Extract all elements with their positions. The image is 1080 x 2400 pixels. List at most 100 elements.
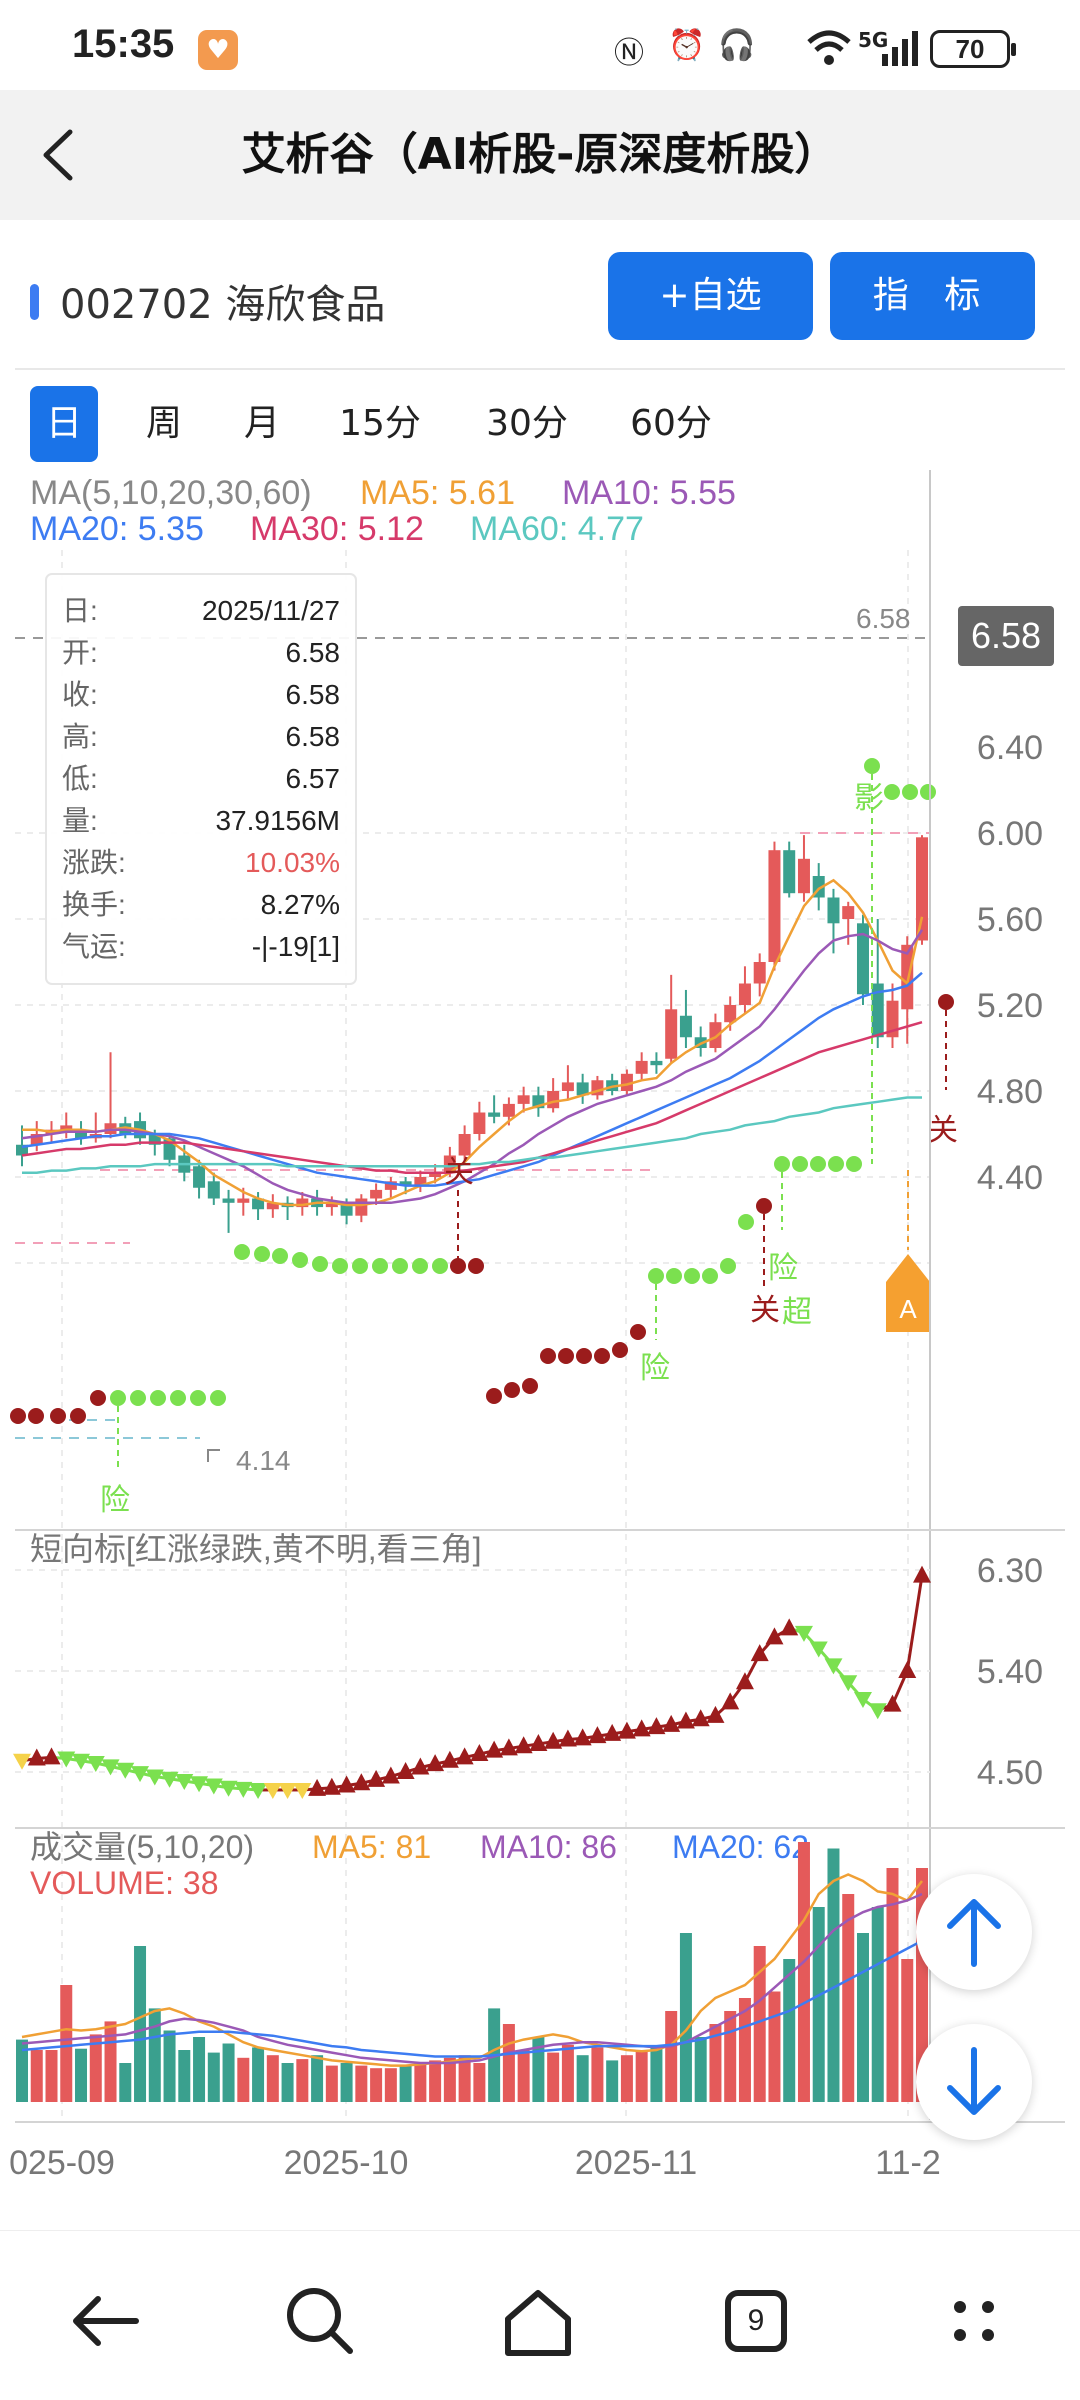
ma60-legend: MA60: 4.77 <box>470 510 644 548</box>
tab-15min[interactable]: 15分 <box>339 403 421 444</box>
volume-bar <box>856 1933 869 2102</box>
candle-body <box>237 1198 250 1203</box>
short-triangle <box>27 1748 46 1766</box>
tooltip-label: 低: <box>62 763 98 794</box>
candle-body <box>370 1189 383 1199</box>
nav-home-button[interactable] <box>488 2271 588 2371</box>
short-triangle <box>322 1777 341 1795</box>
guan-label-2: 关 <box>750 1294 780 1327</box>
short-triangle <box>145 1769 164 1786</box>
ma30-legend: MA30: 5.12 <box>250 510 424 548</box>
stock-chart[interactable]: MA(5,10,20,30,60) MA5: 5.61 MA10: 5.55 M… <box>0 470 1080 2190</box>
volume-bar <box>178 2050 191 2102</box>
add-watchlist-button[interactable]: +自选 <box>608 252 813 340</box>
volume-bar <box>45 2050 58 2102</box>
indicator-button[interactable]: 指 标 <box>830 252 1035 340</box>
candle-body <box>650 1060 663 1066</box>
candle-body <box>399 1181 412 1186</box>
scroll-up-button[interactable] <box>916 1874 1032 1990</box>
tooltip-label: 收: <box>62 679 98 710</box>
volume-ma5: MA5: 81 <box>312 1829 431 1865</box>
tab-month[interactable]: 月 <box>243 403 280 444</box>
short-triangle <box>263 1782 282 1799</box>
short-triangle <box>204 1778 223 1795</box>
back-button[interactable] <box>30 110 120 200</box>
volume-bar <box>193 2037 206 2102</box>
scroll-down-button[interactable] <box>916 2024 1032 2140</box>
menu-icon <box>954 2301 994 2341</box>
signal-icon <box>880 28 922 68</box>
ma-lines <box>21 878 924 1207</box>
short-triangle <box>691 1709 710 1727</box>
candle-body <box>901 944 914 1010</box>
candle-body <box>753 962 766 984</box>
short-triangle <box>470 1744 489 1762</box>
divider <box>15 368 1065 370</box>
candle-body <box>429 1172 442 1177</box>
candle-body <box>473 1112 486 1134</box>
volume-bar <box>709 2024 722 2102</box>
volume-bar <box>443 2057 456 2102</box>
a-marker[interactable] <box>886 1254 930 1332</box>
candle-body <box>665 1009 678 1059</box>
volume-bar <box>812 1907 825 2102</box>
candle-body <box>797 858 810 894</box>
nav-search-button[interactable] <box>270 2271 370 2371</box>
nav-tabs-button[interactable]: 9 <box>706 2271 806 2371</box>
short-triangle <box>617 1721 636 1739</box>
candle-body <box>207 1181 220 1199</box>
short-triangle <box>367 1769 386 1787</box>
a-marker-label: A <box>899 1294 917 1324</box>
xian-label-3: 险 <box>768 1252 798 1285</box>
candle-body <box>709 1022 722 1048</box>
price-tag-value: 6.58 <box>971 615 1041 656</box>
price-tick-label: 5.20 <box>977 987 1043 1025</box>
nav-back-button[interactable] <box>56 2271 156 2371</box>
short-triangle <box>308 1778 327 1796</box>
volume-bar <box>842 1894 855 2102</box>
short-triangle <box>883 1694 902 1712</box>
volume-bar <box>311 2055 324 2102</box>
volume-bar <box>724 2011 737 2102</box>
volume-bar <box>797 1842 810 2102</box>
tooltip-value: 8.27% <box>261 889 340 920</box>
tab-day[interactable]: 日 <box>30 386 98 462</box>
candle-body <box>193 1166 206 1188</box>
volume-bar <box>473 2063 486 2102</box>
tooltip-value: 6.58 <box>286 637 341 668</box>
tab-week[interactable]: 周 <box>145 403 182 444</box>
volume-bar <box>694 2037 707 2102</box>
nfc-icon: Ⓝ <box>614 36 644 71</box>
tooltip-value: 2025/11/27 <box>202 595 340 626</box>
volume-bar <box>768 1991 781 2102</box>
short-triangle <box>750 1644 769 1662</box>
volume-bar <box>738 1998 751 2102</box>
short-triangle <box>662 1714 681 1732</box>
guan-label-3: 关 <box>928 1114 958 1147</box>
short-triangle <box>839 1675 858 1692</box>
tab-30min[interactable]: 30分 <box>486 403 568 444</box>
short-triangle <box>913 1565 931 1583</box>
short-triangle <box>485 1740 504 1758</box>
short-segment <box>905 1575 924 1672</box>
candle-body <box>443 1155 456 1173</box>
short-triangle <box>396 1762 415 1779</box>
short-triangle <box>234 1781 253 1798</box>
short-triangle <box>499 1738 518 1756</box>
price-tick-label: 4.40 <box>977 1159 1043 1197</box>
tooltip-label: 高: <box>62 721 98 752</box>
price-axis: 6.40 6.00 5.60 5.20 4.80 4.40 <box>977 729 1043 1197</box>
volume-bar <box>134 1946 147 2102</box>
min-price-pointer <box>207 1449 220 1462</box>
candle-body <box>16 1144 28 1156</box>
tab-60min[interactable]: 60分 <box>630 403 712 444</box>
ying-label: 影 <box>854 782 884 815</box>
short-triangle <box>558 1729 577 1747</box>
short-triangle <box>455 1747 474 1765</box>
candle-body <box>783 850 796 894</box>
short-triangle <box>573 1728 592 1746</box>
volume-bar <box>620 2055 633 2102</box>
nav-menu-button[interactable] <box>924 2271 1024 2371</box>
price-tick-label: 6.40 <box>977 729 1043 767</box>
short-tick-label: 4.50 <box>977 1754 1043 1792</box>
